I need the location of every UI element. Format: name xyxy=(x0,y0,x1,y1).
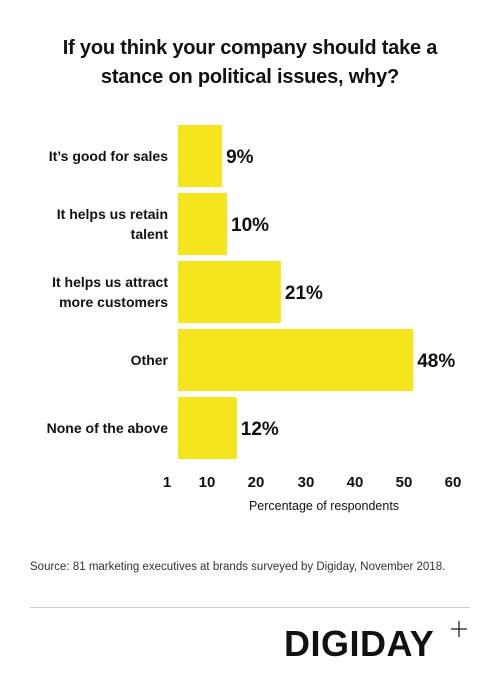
bar-1 xyxy=(178,193,227,255)
chart-title: If you think your company should take a … xyxy=(0,34,500,92)
bar-value-label-3: 48% xyxy=(417,351,455,372)
x-tick-label-2: 20 xyxy=(248,474,265,491)
brand-logo: DIGIDAY xyxy=(284,623,435,664)
bar-value-label-2: 21% xyxy=(285,283,323,304)
category-label-1-0: It helps us retain xyxy=(57,206,168,222)
chart-title-line-2: stance on political issues, why? xyxy=(100,66,400,88)
category-label-2-0: It helps us attract xyxy=(52,274,168,290)
bar-4 xyxy=(178,397,237,459)
source-note: Source: 81 marketing executives at brand… xyxy=(30,561,446,573)
category-label-4-0: None of the above xyxy=(47,420,169,436)
x-tick-label-6: 60 xyxy=(445,474,462,491)
category-label-1-1: talent xyxy=(131,226,169,242)
x-tick-label-0: 1 xyxy=(163,474,171,491)
x-tick-label-1: 10 xyxy=(199,474,216,491)
bar-value-label-4: 12% xyxy=(241,419,279,440)
bar-value-label-1: 10% xyxy=(231,215,269,236)
bar-chart: 9% It’s good for sales 10% It helps us reta… xyxy=(47,125,462,513)
x-tick-label-5: 50 xyxy=(396,474,413,491)
footer-divider xyxy=(30,607,470,608)
category-label-0-0: It’s good for sales xyxy=(49,148,168,164)
chart-title-line-1: If you think your company should take a xyxy=(62,37,438,59)
bar-2 xyxy=(178,261,281,323)
x-tick-label-3: 30 xyxy=(298,474,315,491)
category-label-3-0: Other xyxy=(131,352,169,368)
x-axis-label: Percentage of respondents xyxy=(249,499,399,513)
category-label-2-1: more customers xyxy=(59,294,168,310)
x-tick-label-4: 40 xyxy=(347,474,364,491)
plus-icon xyxy=(451,621,467,637)
bar-value-label-0: 9% xyxy=(226,147,254,168)
bar-3 xyxy=(178,329,414,391)
bar-0 xyxy=(178,125,223,187)
